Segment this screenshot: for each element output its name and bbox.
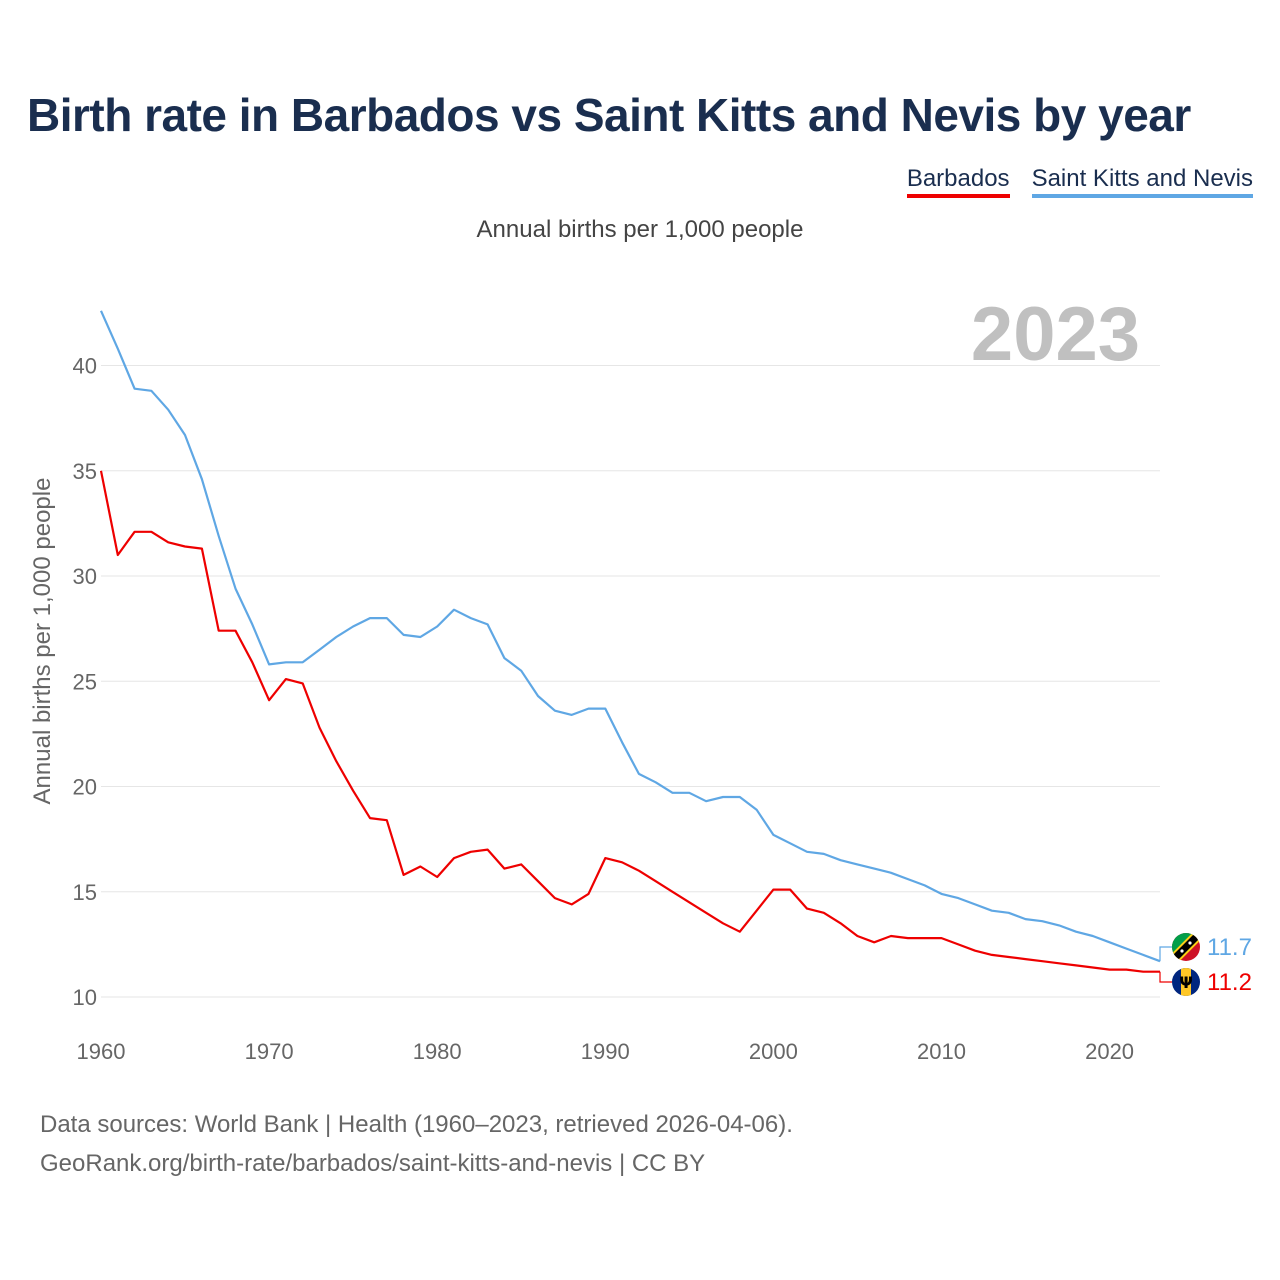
source-line-1: Data sources: World Bank | Health (1960–…	[40, 1111, 793, 1138]
y-tick-30: 30	[73, 564, 97, 589]
y-tick-40: 40	[73, 354, 97, 379]
connector-saint-kitts-and-nevis	[1159, 946, 1172, 962]
source-note: Data sources: World Bank | Health (1960–…	[40, 1105, 793, 1183]
saint-kitts-and-nevis-flag-icon	[1172, 933, 1200, 961]
chart-subtitle: Annual births per 1,000 people	[476, 216, 804, 243]
x-tick-1990: 1990	[581, 1039, 630, 1064]
chart-title: Birth rate in Barbados vs Saint Kitts an…	[27, 89, 1191, 141]
legend-item-barbados[interactable]: Barbados	[906, 165, 1010, 198]
x-tick-1970: 1970	[245, 1039, 294, 1064]
x-tick-1960: 1960	[77, 1039, 126, 1064]
source-line-2[interactable]: GeoRank.org/birth-rate/barbados/saint-ki…	[40, 1150, 706, 1177]
end-label-barbados: 11.2	[1207, 969, 1252, 996]
y-tick-15: 15	[73, 880, 97, 905]
y-axis-label: Annual births per 1,000 people	[29, 478, 56, 805]
x-tick-1980: 1980	[413, 1039, 462, 1064]
series-line-barbados[interactable]	[99, 470, 1160, 973]
y-axis-ticks: 10 15 20 25 30 35 40	[73, 354, 97, 1011]
x-tick-2020: 2020	[1085, 1039, 1134, 1064]
x-axis-ticks: 1960 1970 1980 1990 2000 2010 2020	[77, 1039, 1135, 1064]
y-tick-20: 20	[73, 775, 97, 800]
end-markers: Ψ 11.7 11.2	[1159, 933, 1252, 996]
x-tick-2010: 2010	[917, 1039, 966, 1064]
series-line-saint-kitts-and-nevis[interactable]	[99, 310, 1161, 963]
year-marker: 2023	[971, 292, 1140, 377]
legend: Barbados Saint Kitts and Nevis	[906, 165, 1253, 198]
barbados-flag-icon: Ψ	[1172, 968, 1200, 996]
series-lines	[99, 310, 1161, 973]
gridlines	[101, 365, 1160, 998]
end-label-saint-kitts-and-nevis: 11.7	[1207, 934, 1252, 961]
y-tick-25: 25	[73, 669, 97, 694]
x-tick-2000: 2000	[749, 1039, 798, 1064]
svg-text:Ψ: Ψ	[1179, 973, 1193, 992]
y-tick-35: 35	[73, 459, 97, 484]
legend-item-saint-kitts-and-nevis[interactable]: Saint Kitts and Nevis	[1031, 165, 1253, 198]
connector-barbados	[1159, 971, 1172, 983]
y-tick-10: 10	[73, 985, 97, 1010]
